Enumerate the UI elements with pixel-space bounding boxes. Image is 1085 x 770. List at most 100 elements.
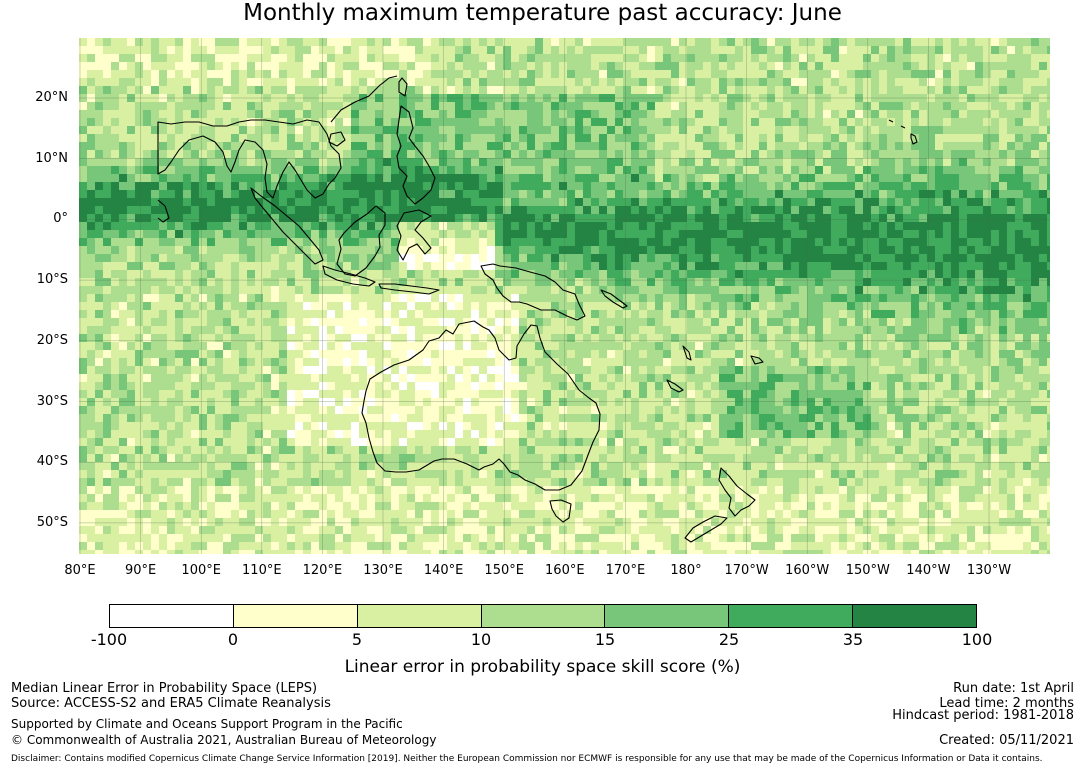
skill-cell — [607, 62, 615, 70]
skill-cell — [703, 326, 711, 334]
skill-cell — [679, 38, 687, 46]
skill-cell — [415, 54, 423, 62]
skill-cell — [1007, 342, 1015, 350]
skill-cell — [239, 166, 247, 174]
skill-cell — [719, 334, 727, 342]
skill-cell — [415, 326, 423, 334]
skill-cell — [655, 38, 663, 46]
skill-cell — [279, 46, 287, 54]
skill-cell — [743, 206, 751, 214]
skill-cell — [303, 182, 311, 190]
skill-cell — [607, 190, 615, 198]
skill-cell — [999, 78, 1007, 86]
skill-cell — [503, 182, 511, 190]
skill-cell — [391, 206, 399, 214]
skill-cell — [647, 166, 655, 174]
skill-cell — [679, 86, 687, 94]
skill-cell — [447, 206, 455, 214]
skill-cell — [167, 126, 175, 134]
skill-cell — [279, 214, 287, 222]
skill-cell — [159, 270, 167, 278]
skill-cell — [327, 86, 335, 94]
skill-cell — [903, 238, 911, 246]
skill-cell — [799, 302, 807, 310]
skill-cell — [759, 262, 767, 270]
skill-cell — [423, 222, 431, 230]
skill-cell — [535, 126, 543, 134]
skill-cell — [167, 174, 175, 182]
skill-cell — [991, 110, 999, 118]
skill-cell — [927, 158, 935, 166]
skill-cell — [471, 278, 479, 286]
skill-cell — [879, 142, 887, 150]
skill-cell — [999, 230, 1007, 238]
skill-cell — [407, 262, 415, 270]
skill-cell — [663, 318, 671, 326]
skill-cell — [815, 150, 823, 158]
skill-cell — [263, 118, 271, 126]
skill-cell — [271, 206, 279, 214]
skill-cell — [543, 278, 551, 286]
skill-cell — [135, 158, 143, 166]
skill-cell — [335, 358, 343, 366]
skill-cell — [431, 190, 439, 198]
skill-cell — [103, 358, 111, 366]
skill-cell — [535, 110, 543, 118]
skill-cell — [767, 174, 775, 182]
skill-cell — [983, 150, 991, 158]
skill-cell — [191, 342, 199, 350]
skill-cell — [271, 38, 279, 46]
skill-cell — [999, 310, 1007, 318]
skill-cell — [487, 334, 495, 342]
skill-cell — [359, 310, 367, 318]
skill-cell — [287, 206, 295, 214]
skill-cell — [527, 158, 535, 166]
skill-cell — [327, 62, 335, 70]
skill-cell — [751, 286, 759, 294]
skill-cell — [447, 86, 455, 94]
skill-cell — [999, 254, 1007, 262]
skill-cell — [191, 222, 199, 230]
skill-cell — [663, 350, 671, 358]
skill-cell — [1047, 206, 1050, 214]
skill-cell — [407, 246, 415, 254]
skill-cell — [1039, 238, 1047, 246]
skill-cell — [855, 310, 863, 318]
skill-cell — [143, 54, 151, 62]
skill-cell — [319, 110, 327, 118]
skill-cell — [759, 254, 767, 262]
skill-cell — [911, 254, 919, 262]
skill-cell — [247, 334, 255, 342]
skill-cell — [271, 358, 279, 366]
skill-cell — [895, 46, 903, 54]
skill-cell — [1023, 198, 1031, 206]
skill-cell — [223, 118, 231, 126]
skill-cell — [247, 318, 255, 326]
skill-cell — [159, 246, 167, 254]
skill-cell — [599, 286, 607, 294]
skill-cell — [95, 38, 103, 46]
skill-cell — [279, 78, 287, 86]
skill-cell — [367, 278, 375, 286]
skill-cell — [999, 302, 1007, 310]
skill-cell — [751, 294, 759, 302]
skill-cell — [415, 318, 423, 326]
skill-cell — [183, 262, 191, 270]
skill-cell — [551, 318, 559, 326]
skill-cell — [735, 246, 743, 254]
skill-cell — [575, 190, 583, 198]
skill-cell — [1007, 182, 1015, 190]
skill-cell — [511, 166, 519, 174]
skill-cell — [951, 310, 959, 318]
skill-cell — [495, 142, 503, 150]
skill-cell — [519, 126, 527, 134]
skill-cell — [887, 342, 895, 350]
skill-cell — [799, 150, 807, 158]
skill-cell — [919, 150, 927, 158]
skill-cell — [767, 294, 775, 302]
skill-cell — [831, 358, 839, 366]
skill-cell — [807, 62, 815, 70]
skill-cell — [583, 334, 591, 342]
skill-cell — [583, 118, 591, 126]
skill-cell — [143, 294, 151, 302]
